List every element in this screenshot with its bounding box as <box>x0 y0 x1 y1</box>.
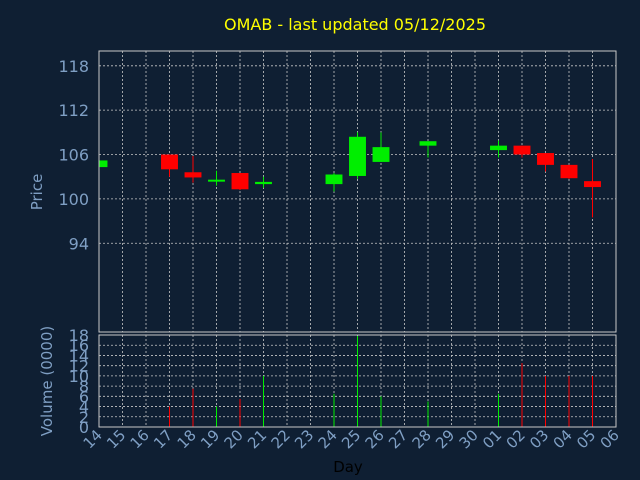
candle-body <box>513 145 531 155</box>
candle-body <box>99 160 108 168</box>
x-tick-label: 22 <box>268 426 294 452</box>
x-tick-label: 21 <box>244 426 270 452</box>
x-tick-label: 02 <box>503 426 529 452</box>
volume-tick-label: 2 <box>79 408 89 427</box>
volume-tick-label: 0 <box>79 418 89 437</box>
candle-body <box>208 179 225 182</box>
x-tick-label: 23 <box>291 426 317 452</box>
volume-tick-label: 6 <box>79 387 89 406</box>
x-tick-label: 17 <box>150 426 176 452</box>
volume-panel-frame <box>98 334 617 428</box>
x-tick-label: 28 <box>409 426 435 452</box>
price-tick-label: 118 <box>58 57 89 76</box>
candle-body <box>325 174 343 185</box>
price-tick-label: 106 <box>58 146 89 165</box>
candle-body <box>537 153 554 165</box>
candles <box>98 132 601 218</box>
x-tick-label: 27 <box>385 426 411 452</box>
x-tick-label: 24 <box>315 426 341 452</box>
x-tick-label: 04 <box>550 426 576 452</box>
x-tick-label: 19 <box>197 426 223 452</box>
candle-body <box>490 145 507 151</box>
price-grid <box>98 51 617 332</box>
x-tick-label: 06 <box>597 426 623 452</box>
candle-body <box>560 164 578 179</box>
price-y-ticks: 94 100 106 112 118 <box>58 57 89 253</box>
x-tick-label: 18 <box>174 426 200 452</box>
volume-axis-label: Volume (0000) <box>38 326 56 436</box>
candle-body <box>349 136 366 176</box>
x-tick-label: 01 <box>479 426 505 452</box>
x-tick-label: 05 <box>573 426 599 452</box>
price-tick-label: 112 <box>58 101 89 120</box>
volume-tick-label: 10 <box>69 367 89 386</box>
x-ticks: 1415161718192021222324252627282930010203… <box>80 426 623 452</box>
x-axis-label: Day <box>333 458 363 476</box>
volume-tick-label: 12 <box>69 357 89 376</box>
candle-body <box>161 154 178 170</box>
volume-tick-label: 14 <box>69 346 89 365</box>
volume-tick-label: 8 <box>79 377 89 396</box>
candle-body <box>255 181 272 185</box>
volume-tick-label: 4 <box>79 398 89 417</box>
price-axis-label: Price <box>28 174 46 211</box>
candle-body <box>372 147 390 162</box>
x-tick-label: 30 <box>456 426 482 452</box>
candle-body <box>419 141 437 146</box>
x-tick-label: 03 <box>526 426 552 452</box>
chart-title: OMAB - last updated 05/12/2025 <box>224 15 486 34</box>
candle-body <box>184 172 202 178</box>
volume-tick-label: 16 <box>69 336 89 355</box>
x-tick-label: 26 <box>362 426 388 452</box>
price-panel-frame <box>98 50 617 333</box>
x-tick-label: 20 <box>221 426 247 452</box>
x-tick-label: 15 <box>103 426 129 452</box>
x-tick-label: 29 <box>432 426 458 452</box>
x-tick-label: 25 <box>338 426 364 452</box>
price-tick-label: 94 <box>69 234 89 253</box>
price-tick-label: 100 <box>58 190 89 209</box>
candle-body <box>584 181 601 188</box>
volume-tick-label: 18 <box>69 326 89 345</box>
candle-body <box>231 173 249 190</box>
x-tick-label: 16 <box>127 426 153 452</box>
volume-bars <box>169 336 593 427</box>
